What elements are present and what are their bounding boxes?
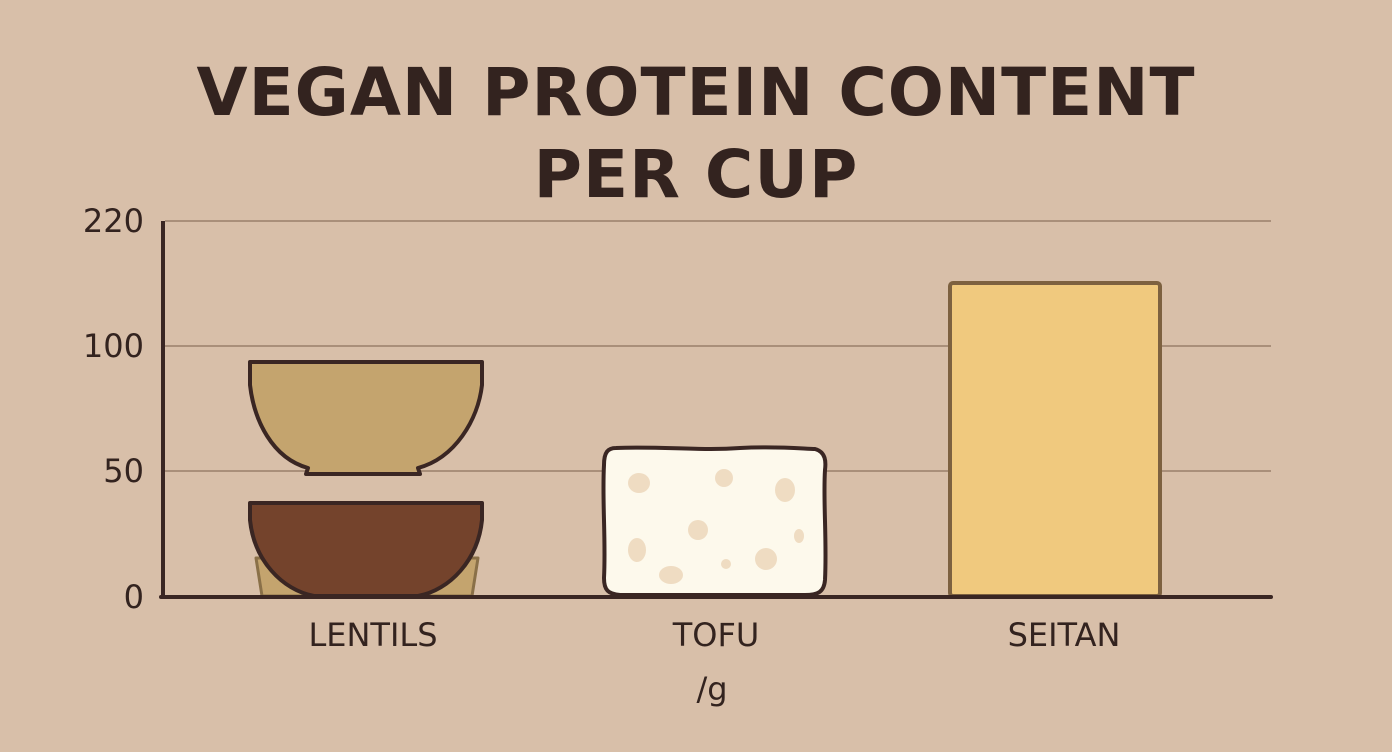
- y-tick-220: 220: [82, 202, 144, 240]
- x-axis-unit-label: /g: [696, 670, 728, 708]
- y-tick-50: 50: [103, 452, 144, 490]
- y-tick-0: 0: [123, 578, 144, 616]
- chart-title-line-1: VEGAN PROTEIN CONTENT: [196, 54, 1196, 131]
- lentils-bar: [248, 360, 484, 598]
- x-label-lentils: LENTILS: [308, 616, 438, 654]
- y-tick-100: 100: [82, 327, 144, 365]
- chart-title-line-2: PER CUP: [533, 136, 859, 213]
- tofu-bar: [601, 445, 828, 597]
- x-label-seitan: SEITAN: [1007, 616, 1121, 654]
- x-label-tofu: TOFU: [672, 616, 760, 654]
- chart-title: VEGAN PROTEIN CONTENT PER CUP: [0, 52, 1392, 216]
- seitan-bar: [948, 281, 1162, 598]
